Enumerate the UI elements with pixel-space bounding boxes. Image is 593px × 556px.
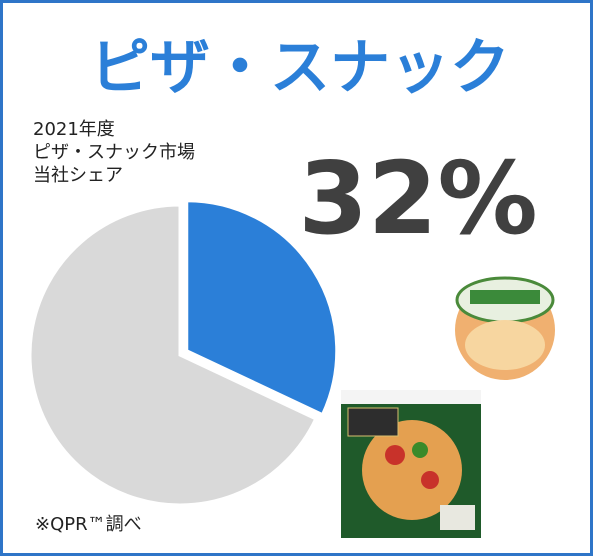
pie-slice — [185, 199, 339, 417]
subtitle: 当社シェア — [33, 165, 123, 186]
note: ※QPR™調べ — [35, 514, 142, 535]
product-cup — [455, 276, 555, 380]
product-pizza — [341, 390, 481, 538]
share-label: 32% — [298, 140, 537, 257]
subtitle: ピザ・スナック市場 — [33, 142, 195, 163]
pie-slice — [28, 203, 318, 507]
subtitle: 2021年度 — [33, 119, 115, 140]
chart-title: ピザ・スナック — [90, 33, 510, 103]
